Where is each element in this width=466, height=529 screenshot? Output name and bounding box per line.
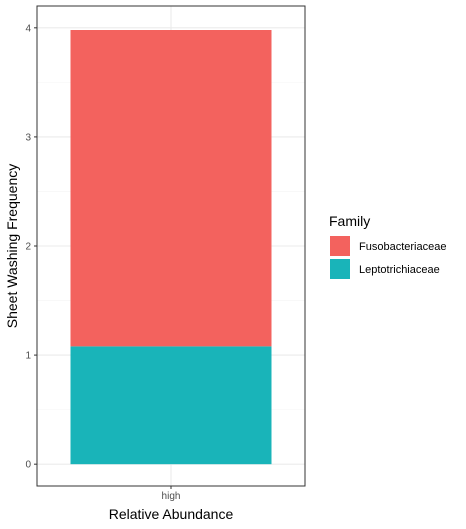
- legend-label: Fusobacteriaceae: [359, 241, 446, 253]
- legend-label: Leptotrichiaceae: [359, 264, 440, 276]
- legend-key-fusobacteriaceae: [330, 236, 350, 256]
- bars: [70, 30, 272, 465]
- y-tick-label: 1: [25, 351, 31, 362]
- legend-key-leptotrichiaceae: [330, 259, 350, 279]
- y-axis: 0 1 2 3 4: [25, 23, 37, 471]
- y-tick-label: 3: [25, 132, 31, 143]
- legend-title: Family: [329, 213, 370, 229]
- y-tick-label: 2: [25, 242, 31, 253]
- y-axis-title: Sheet Washing Frequency: [4, 164, 20, 328]
- bar-segment-leptotrichiaceae: [70, 346, 272, 465]
- x-axis: high: [162, 486, 181, 502]
- y-tick-label: 0: [25, 460, 31, 471]
- x-tick-label: high: [162, 491, 181, 502]
- bar-segment-fusobacteriaceae: [70, 30, 272, 347]
- legend: Family Fusobacteriaceae Leptotrichiaceae: [329, 213, 446, 279]
- x-axis-title: Relative Abundance: [109, 506, 234, 522]
- y-tick-label: 4: [25, 23, 31, 34]
